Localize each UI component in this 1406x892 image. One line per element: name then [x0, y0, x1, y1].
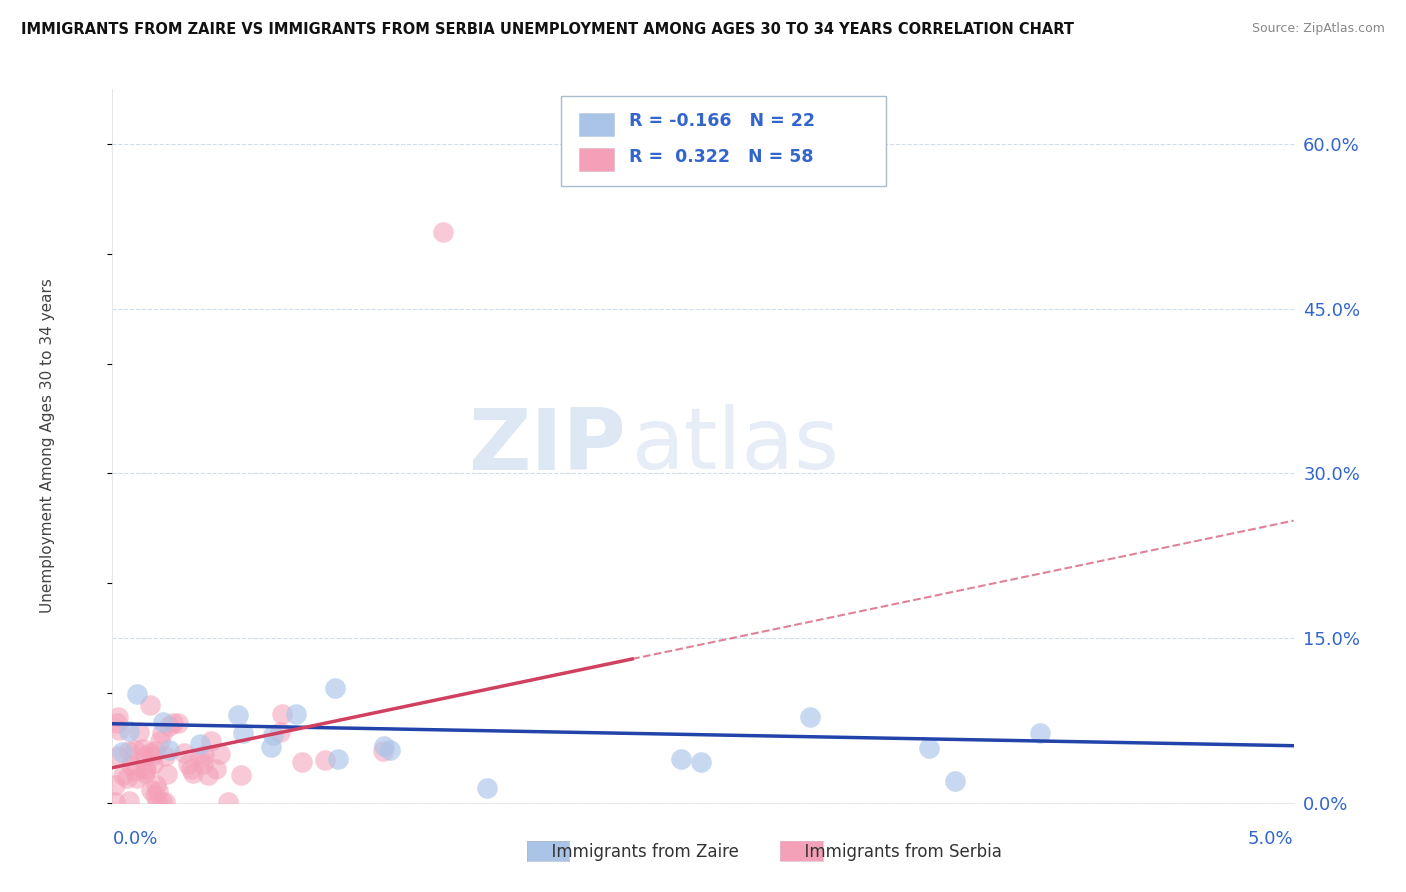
Point [153, 795, 176, 809]
Text: ZIP: ZIP [468, 404, 626, 488]
Text: 5.0%: 5.0% [1249, 830, 1294, 847]
Point [139, 698, 162, 712]
Point [134, 748, 156, 763]
Point [188, 737, 211, 751]
Point [104, 778, 127, 792]
Point [191, 756, 214, 771]
Point [193, 748, 215, 763]
Point [125, 687, 148, 701]
Point [181, 766, 204, 780]
Point [690, 755, 713, 769]
Point [157, 719, 180, 733]
Point [124, 742, 146, 756]
Point [1029, 726, 1052, 740]
Point [124, 764, 146, 778]
Point [943, 774, 966, 789]
Text: Source: ZipAtlas.com: Source: ZipAtlas.com [1251, 22, 1385, 36]
Point [142, 756, 165, 771]
FancyBboxPatch shape [561, 96, 886, 186]
Point [148, 784, 170, 798]
Point [180, 762, 202, 776]
Point [118, 723, 141, 738]
Point [143, 744, 166, 758]
Point [314, 753, 336, 767]
Point [134, 765, 156, 780]
Point [141, 749, 163, 764]
Point [380, 743, 402, 757]
Point [166, 716, 188, 731]
Point [153, 749, 176, 764]
Point [231, 768, 253, 782]
Point [157, 743, 180, 757]
Point [152, 714, 174, 729]
Point [145, 778, 167, 792]
Point [260, 739, 283, 754]
Point [328, 751, 350, 765]
Text: atlas: atlas [633, 404, 841, 488]
Text: R =  0.322   N = 58: R = 0.322 N = 58 [628, 148, 813, 166]
Point [150, 726, 173, 740]
Point [226, 708, 249, 723]
Point [373, 739, 395, 753]
FancyBboxPatch shape [579, 148, 614, 171]
Point [197, 768, 219, 782]
Point [135, 763, 157, 777]
Text: R = -0.166   N = 22: R = -0.166 N = 22 [628, 112, 814, 130]
Point [139, 747, 162, 761]
Point [143, 788, 166, 802]
Point [432, 225, 454, 239]
Point [125, 772, 148, 786]
Point [262, 728, 284, 742]
Point [107, 710, 129, 724]
Point [104, 795, 127, 809]
Point [269, 725, 291, 739]
Point [208, 747, 231, 762]
Point [205, 763, 228, 777]
Point [177, 756, 200, 771]
Point [111, 768, 134, 782]
Point [217, 795, 239, 809]
Point [271, 707, 294, 722]
Point [156, 766, 179, 780]
Point [111, 745, 134, 759]
Point [134, 762, 156, 776]
Point [115, 771, 138, 785]
Point [291, 756, 314, 770]
Point [105, 715, 128, 730]
Point [150, 795, 173, 809]
Point [120, 758, 142, 772]
Point [323, 681, 346, 695]
Point [799, 710, 821, 724]
Point [200, 734, 222, 748]
Point [475, 780, 498, 795]
Text: Immigrants from Serbia: Immigrants from Serbia [794, 843, 1002, 861]
Text: Immigrants from Zaire: Immigrants from Zaire [541, 843, 740, 861]
Point [232, 725, 254, 739]
Point [132, 741, 155, 756]
Point [118, 794, 141, 808]
Point [128, 725, 150, 739]
Point [918, 740, 941, 755]
Point [188, 751, 211, 765]
Point [162, 715, 184, 730]
Point [107, 748, 129, 763]
Point [371, 744, 394, 758]
Point [149, 734, 172, 748]
Point [141, 783, 163, 797]
FancyBboxPatch shape [579, 112, 614, 136]
Point [108, 723, 131, 738]
Text: Unemployment Among Ages 30 to 34 years: Unemployment Among Ages 30 to 34 years [39, 278, 55, 614]
Point [146, 795, 169, 809]
Point [669, 752, 692, 766]
Text: 0.0%: 0.0% [112, 830, 157, 847]
Text: IMMIGRANTS FROM ZAIRE VS IMMIGRANTS FROM SERBIA UNEMPLOYMENT AMONG AGES 30 TO 34: IMMIGRANTS FROM ZAIRE VS IMMIGRANTS FROM… [21, 22, 1074, 37]
Point [118, 743, 141, 757]
Point [173, 746, 195, 760]
Point [285, 706, 308, 721]
